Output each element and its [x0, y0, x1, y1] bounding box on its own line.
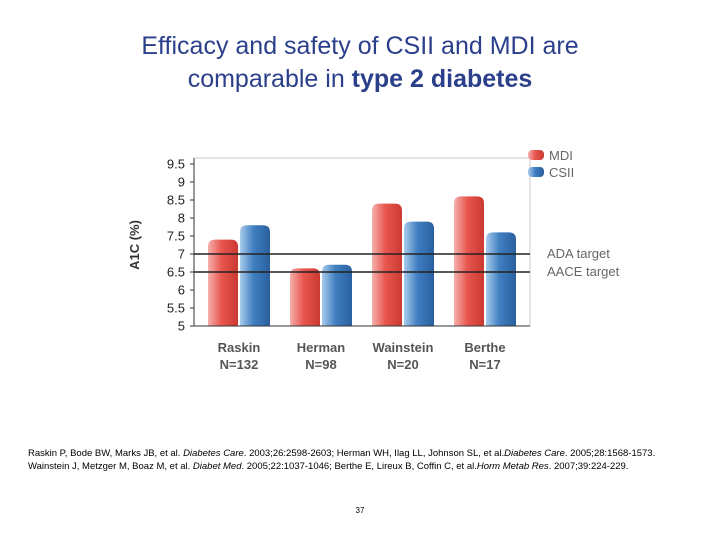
y-tick-label: 6.5	[167, 265, 185, 280]
title-line-1: Efficacy and safety of CSII and MDI are	[141, 32, 579, 60]
category-n-label: N=98	[305, 357, 336, 372]
reference-segment: . 2007;39:224-229.	[548, 461, 629, 472]
reference-segment: . 2003;26:2598-2603; Herman WH, Ilag LL,…	[243, 448, 505, 459]
y-tick-label: 6	[178, 283, 185, 298]
bar-mdi	[454, 196, 484, 326]
reference-segment: . 2005;28:1568-1573.	[564, 448, 656, 459]
reference-segment: Diabetes Care	[504, 448, 565, 459]
legend-swatch-mdi	[528, 150, 544, 160]
title-line-2-prefix: comparable in	[187, 65, 352, 93]
title-line-2: comparable in type 2 diabetes	[0, 63, 720, 96]
reference-segment: Horm Metab Res	[476, 461, 549, 472]
bar-mdi	[372, 203, 402, 326]
title-line-2-bold: type 2 diabetes	[351, 65, 533, 93]
category-label: Raskin	[218, 340, 261, 355]
legend-swatch-csii	[528, 167, 544, 177]
y-tick-label: 9.5	[167, 157, 185, 172]
references: Raskin P, Bode BW, Marks JB, et al. Diab…	[28, 447, 708, 473]
bar-csii	[404, 221, 434, 326]
bar-mdi	[290, 268, 320, 326]
category-n-label: N=17	[469, 357, 500, 372]
bar-csii	[486, 232, 516, 326]
y-tick-label: 7.5	[167, 229, 185, 244]
reference-line-label: AACE target	[547, 264, 620, 279]
y-tick-label: 5	[178, 319, 185, 334]
category-label: Herman	[297, 340, 345, 355]
reference-segment: Diabetes Care	[183, 448, 244, 459]
y-tick-label: 8	[178, 211, 185, 226]
legend-label: MDI	[549, 148, 573, 163]
page-number: 37	[355, 506, 365, 515]
reference-segment: . 2005;22:1037-1046; Berthe E, Lireux B,…	[241, 461, 477, 472]
reference-segment: Diabet Med	[192, 461, 242, 472]
bar-csii	[322, 264, 352, 326]
legend-label: CSII	[549, 165, 574, 180]
y-tick-label: 7	[178, 247, 185, 262]
category-n-label: N=20	[387, 357, 418, 372]
y-tick-label: 9	[178, 175, 185, 190]
y-tick-label: 8.5	[167, 193, 185, 208]
bar-mdi	[208, 239, 238, 326]
y-tick-label: 5.5	[167, 301, 185, 316]
category-n-label: N=132	[220, 357, 259, 372]
reference-line-1: Raskin P, Bode BW, Marks JB, et al. Diab…	[28, 447, 708, 460]
bar-csii	[240, 225, 270, 326]
reference-line-2: Wainstein J, Metzger M, Boaz M, et al. D…	[28, 460, 708, 473]
category-label: Wainstein	[373, 340, 434, 355]
slide-title: Efficacy and safety of CSII and MDI are …	[0, 30, 720, 96]
y-axis-label: A1C (%)	[127, 220, 142, 270]
category-label: Berthe	[464, 340, 505, 355]
reference-segment: Wainstein J, Metzger M, Boaz M, et al.	[28, 461, 193, 472]
reference-segment: Raskin P, Bode BW, Marks JB, et al.	[28, 448, 184, 459]
reference-line-label: ADA target	[547, 246, 610, 261]
